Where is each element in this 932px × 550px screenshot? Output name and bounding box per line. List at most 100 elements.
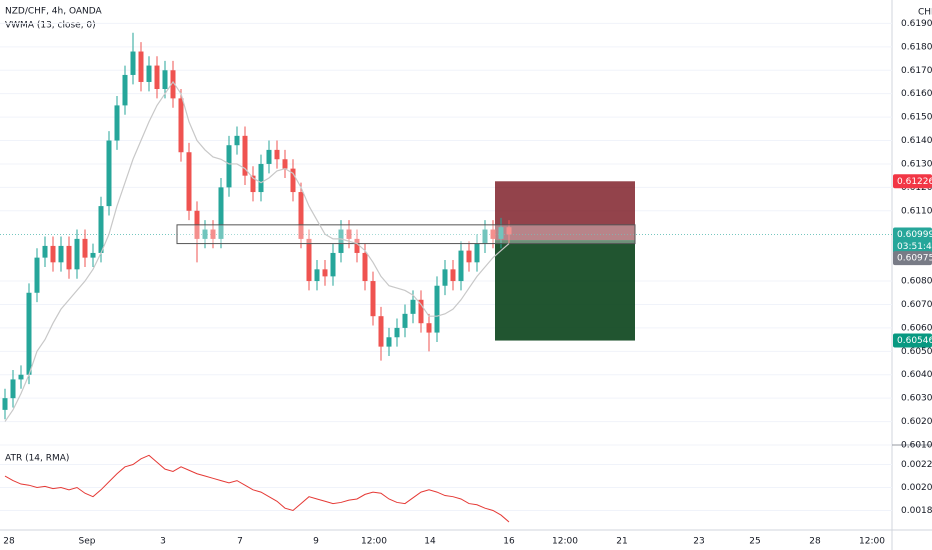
candle-body xyxy=(290,168,296,193)
x-tick-label: 14 xyxy=(424,537,436,547)
candle-body xyxy=(98,206,104,253)
candle-body xyxy=(218,187,224,239)
x-tick-label: 28 xyxy=(3,537,15,547)
countdown: 03:51:46 xyxy=(897,242,932,252)
x-tick-label: 7 xyxy=(237,537,243,547)
candle-body xyxy=(154,65,160,89)
candle-body xyxy=(138,51,144,82)
target-label-bg xyxy=(893,333,932,348)
candle-body xyxy=(234,135,240,146)
candle-body xyxy=(362,252,368,282)
candle-body xyxy=(282,159,288,169)
candle-body xyxy=(10,379,16,399)
candle-body xyxy=(378,316,384,347)
candle-body xyxy=(298,192,304,239)
candle-body xyxy=(50,245,56,263)
candle-body xyxy=(122,74,128,106)
candle-body xyxy=(450,269,456,282)
candle-body xyxy=(346,229,352,239)
x-tick-label: 12:00 xyxy=(859,537,885,547)
candle-body xyxy=(202,229,208,239)
candle-body xyxy=(466,250,472,263)
target-label: 0.60546 xyxy=(897,336,932,346)
candle-body xyxy=(498,227,504,239)
candle-body xyxy=(242,135,248,176)
candle-body xyxy=(130,51,136,75)
x-tick-label: 12:00 xyxy=(552,537,578,547)
candle-body xyxy=(274,149,280,160)
candle-body xyxy=(114,105,120,141)
last-price-label: 0.60999 xyxy=(897,230,932,240)
candle-body xyxy=(170,70,176,99)
candle-body xyxy=(354,238,360,253)
candle-body xyxy=(258,163,264,193)
candle-body xyxy=(402,313,408,328)
candle-body xyxy=(314,269,320,282)
candle-body xyxy=(66,245,72,270)
candle-body xyxy=(474,243,480,263)
candle-body xyxy=(210,229,216,239)
x-tick-label: 28 xyxy=(809,537,821,547)
candle-body xyxy=(306,238,312,282)
x-tick-label: 3 xyxy=(160,537,166,547)
x-tick-label: 12:00 xyxy=(361,537,387,547)
candle-body xyxy=(2,398,8,410)
candle-body xyxy=(394,327,400,338)
atr-line xyxy=(4,454,510,523)
candle-body xyxy=(418,299,424,324)
candle-body xyxy=(330,252,336,277)
candle-body xyxy=(386,337,392,347)
subpanel-label: ATR (14, RMA) xyxy=(5,454,69,464)
candle-body xyxy=(250,175,256,193)
x-tick-label: 21 xyxy=(616,537,627,547)
entry-label-bg xyxy=(893,251,932,266)
candle-body xyxy=(506,227,512,235)
candle-body xyxy=(58,245,64,263)
candle-body xyxy=(370,281,376,317)
candle-body xyxy=(106,140,112,207)
candle-body xyxy=(146,65,152,82)
candle-body xyxy=(490,229,496,239)
candle-body xyxy=(74,238,80,270)
countdown-bg xyxy=(893,240,932,253)
candle-body xyxy=(178,98,184,153)
x-tick-label: 25 xyxy=(749,537,760,547)
candle-body xyxy=(434,285,440,333)
vwma-line xyxy=(4,80,510,422)
candle-body xyxy=(226,145,232,188)
candle-body xyxy=(186,152,192,211)
candle-body xyxy=(322,269,328,277)
entry-label: 0.60975 xyxy=(897,254,932,264)
stop-zone xyxy=(495,181,635,241)
x-tick-label: 23 xyxy=(693,537,704,547)
candle-body xyxy=(458,250,464,282)
candle-body xyxy=(82,238,88,258)
candle-body xyxy=(338,229,344,253)
candle-body xyxy=(90,252,96,258)
indicator-label: VWMA (13, close, 0) xyxy=(5,21,96,31)
candle-body xyxy=(266,149,272,164)
x-tick-label: 16 xyxy=(503,537,515,547)
x-tick-label: 9 xyxy=(313,537,319,547)
y2-tick-label: 0.00180 xyxy=(901,506,932,516)
candle-body xyxy=(26,292,32,375)
last-price-label-bg xyxy=(893,227,932,242)
zone xyxy=(176,224,636,245)
